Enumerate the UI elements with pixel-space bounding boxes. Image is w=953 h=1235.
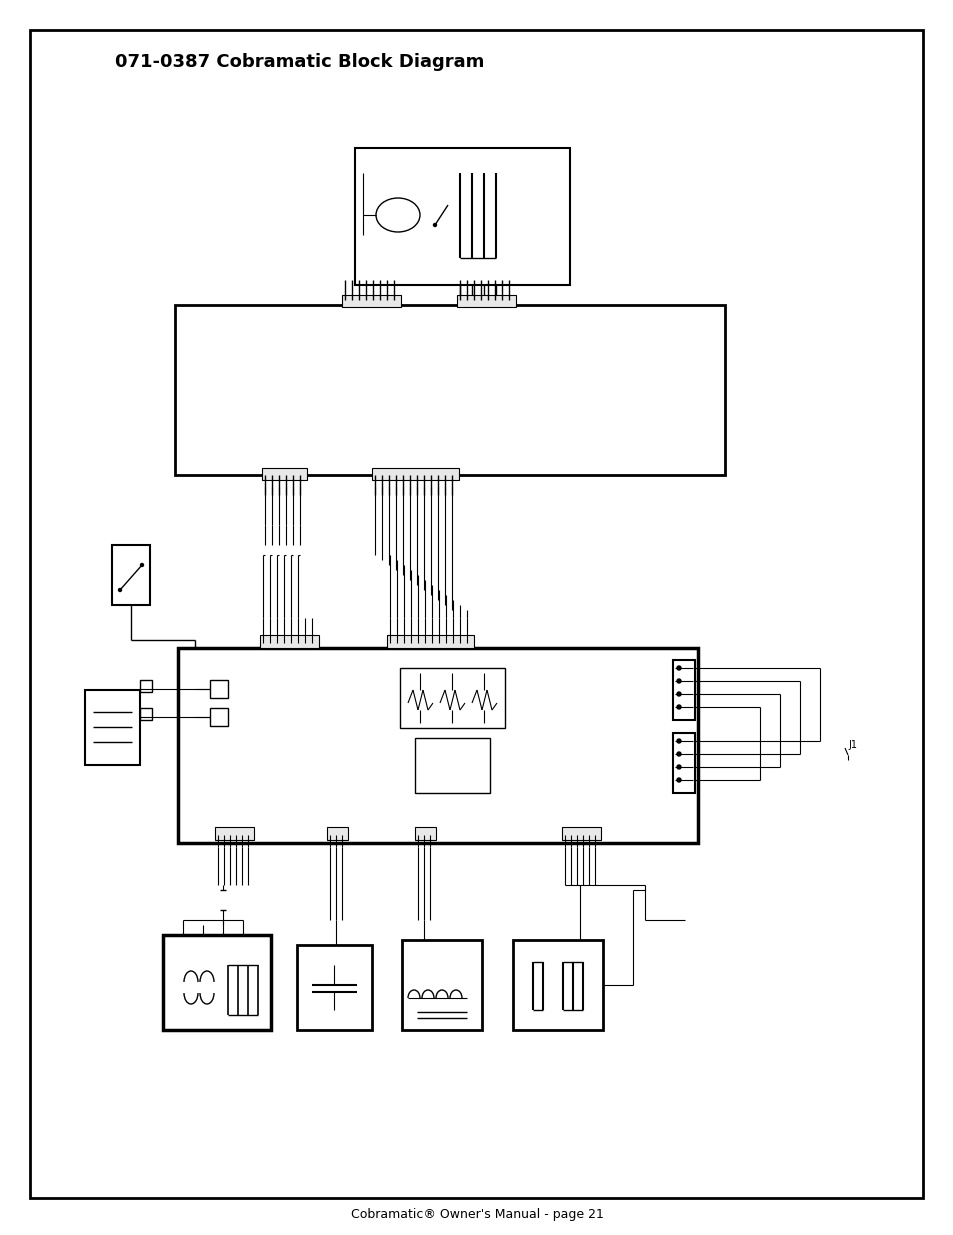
Bar xyxy=(260,635,318,648)
Bar xyxy=(672,659,695,720)
Bar xyxy=(210,680,228,698)
Bar xyxy=(355,148,569,285)
Bar xyxy=(327,827,348,840)
Circle shape xyxy=(677,739,680,743)
Circle shape xyxy=(140,563,143,567)
Bar xyxy=(140,708,152,720)
Circle shape xyxy=(677,778,680,782)
Circle shape xyxy=(677,692,680,697)
Circle shape xyxy=(677,679,680,683)
Bar xyxy=(399,668,504,727)
Text: Cobramatic® Owner's Manual - page 21: Cobramatic® Owner's Manual - page 21 xyxy=(350,1209,603,1221)
Bar xyxy=(456,295,516,308)
Circle shape xyxy=(677,666,680,671)
Text: J1: J1 xyxy=(847,740,856,750)
Circle shape xyxy=(677,764,680,769)
Bar xyxy=(163,935,271,1030)
Circle shape xyxy=(677,752,680,756)
Bar xyxy=(296,945,372,1030)
Bar xyxy=(214,827,253,840)
Bar xyxy=(415,739,490,793)
Bar xyxy=(140,680,152,692)
Bar xyxy=(372,468,458,480)
Text: 071-0387 Cobramatic Block Diagram: 071-0387 Cobramatic Block Diagram xyxy=(115,53,484,70)
Bar xyxy=(210,708,228,726)
Circle shape xyxy=(433,224,436,226)
Bar xyxy=(401,940,481,1030)
Circle shape xyxy=(677,705,680,709)
Bar xyxy=(174,305,724,475)
Bar xyxy=(85,690,140,764)
Bar xyxy=(513,940,602,1030)
Bar xyxy=(387,635,474,648)
Circle shape xyxy=(118,589,121,592)
Bar xyxy=(415,827,436,840)
Bar xyxy=(262,468,307,480)
Bar xyxy=(178,648,698,844)
Bar xyxy=(112,545,150,605)
Bar xyxy=(561,827,600,840)
Bar xyxy=(341,295,400,308)
Bar xyxy=(672,734,695,793)
